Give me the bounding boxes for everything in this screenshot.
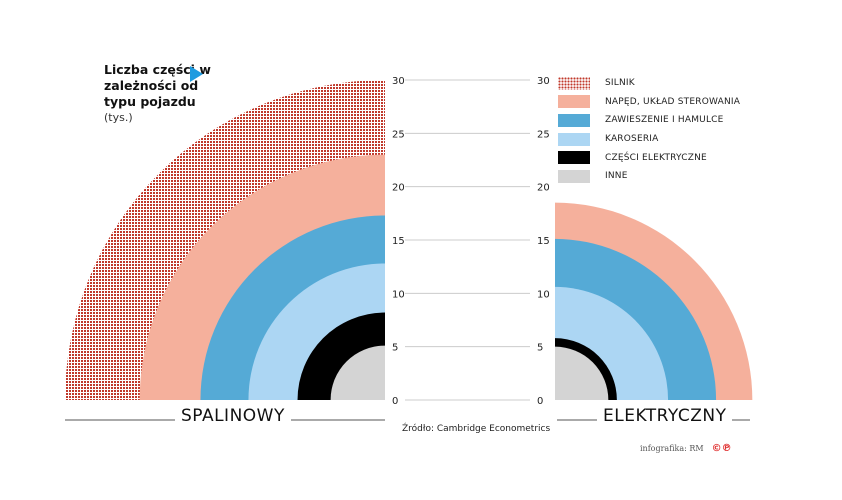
tick-label-right: 0 bbox=[537, 396, 543, 407]
arrow-icon bbox=[190, 66, 203, 82]
tick-label-left: 10 bbox=[392, 289, 405, 300]
title-block: Liczba części w zależności od typu pojaz… bbox=[104, 62, 216, 125]
legend-label: INNE bbox=[605, 171, 628, 182]
legend-item: KAROSERIA bbox=[558, 130, 740, 148]
tick-label-left: 25 bbox=[392, 129, 405, 140]
tick-label-left: 15 bbox=[392, 236, 405, 247]
source: Źródło: Cambridge Econometrics bbox=[402, 424, 551, 434]
tick-label-right: 5 bbox=[537, 343, 543, 354]
credit: infografika: RM bbox=[640, 444, 704, 453]
legend-label: CZĘŚCI ELEKTRYCZNE bbox=[605, 152, 707, 163]
legend: SILNIK NAPĘD, UKŁAD STEROWANIA ZAWIESZENIE… bbox=[558, 74, 740, 186]
tick-label-left: 0 bbox=[392, 396, 398, 407]
arc-elektryczny-5 bbox=[555, 346, 609, 400]
tick-label-left: 5 bbox=[392, 343, 398, 354]
legend-label: ZAWIESZENIE I HAMULCE bbox=[605, 115, 724, 126]
legend-swatch bbox=[558, 169, 590, 183]
legend-label: SILNIK bbox=[605, 78, 635, 88]
tick-label-right: 20 bbox=[537, 183, 550, 194]
tick-label-right: 25 bbox=[537, 129, 550, 140]
copyright-logo: ©℗ bbox=[711, 443, 732, 454]
legend-swatch bbox=[558, 95, 590, 109]
legend-swatch bbox=[558, 113, 590, 127]
arc-spalinowy-5 bbox=[330, 345, 385, 400]
label-elektryczny: ELEKTRYCZNY bbox=[597, 406, 733, 426]
legend-item: CZĘŚCI ELEKTRYCZNE bbox=[558, 149, 740, 167]
footer: infografika: RM ©℗ bbox=[640, 443, 732, 454]
chart-title: Liczba części w zależności od typu pojaz… bbox=[104, 62, 211, 109]
tick-label-left: 20 bbox=[392, 183, 405, 194]
unit-label: (tys.) bbox=[104, 111, 133, 124]
legend-label: KAROSERIA bbox=[605, 134, 659, 145]
tick-label-right: 30 bbox=[537, 76, 550, 87]
legend-item: ZAWIESZENIE I HAMULCE bbox=[558, 111, 740, 129]
legend-item: SILNIK bbox=[558, 74, 740, 92]
legend-swatch bbox=[558, 76, 590, 90]
legend-swatch bbox=[558, 151, 590, 165]
label-spalinowy: SPALINOWY bbox=[175, 406, 291, 426]
legend-item: INNE bbox=[558, 167, 740, 185]
tick-label-left: 30 bbox=[392, 76, 405, 87]
tick-label-right: 15 bbox=[537, 236, 550, 247]
tick-label-right: 10 bbox=[537, 289, 550, 300]
legend-swatch bbox=[558, 132, 590, 146]
legend-item: NAPĘD, UKŁAD STEROWANIA bbox=[558, 93, 740, 111]
legend-label: NAPĘD, UKŁAD STEROWANIA bbox=[605, 96, 741, 107]
